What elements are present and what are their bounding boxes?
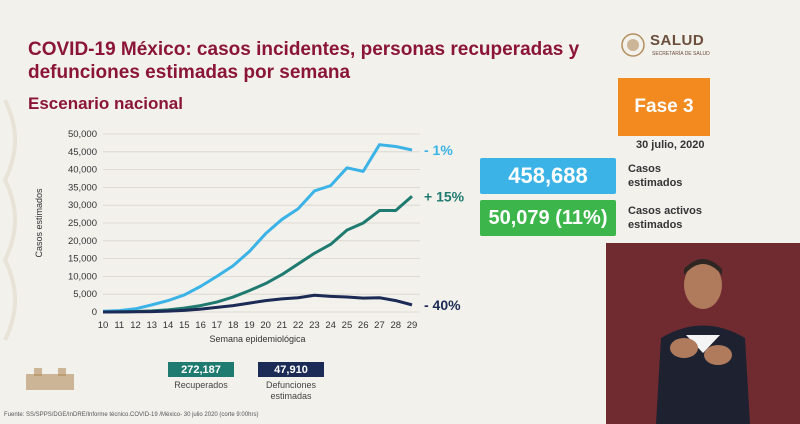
x-tick-label: 18 [228, 320, 239, 331]
casos-estimados-value: 458,688 [480, 158, 616, 194]
y-tick-label: 50,000 [68, 129, 97, 140]
phase-badge: Fase 3 [618, 78, 710, 136]
x-tick-label: 26 [358, 320, 369, 331]
building-ornament-icon [26, 368, 74, 390]
source-note: Fuente: SS/SPPS/DGE/InDRE/Informe técnic… [4, 412, 259, 418]
y-tick-label: 25,000 [68, 218, 97, 229]
x-tick-label: 21 [277, 320, 288, 331]
x-tick-label: 25 [342, 320, 353, 331]
chart-grid [103, 133, 420, 313]
y-tick-label: 30,000 [68, 200, 97, 211]
y-axis-label: Casos estimados [34, 188, 44, 258]
background-ornament [2, 99, 17, 341]
salud-logo-text: SALUD [650, 32, 705, 49]
recuperados-label: Recuperados [174, 380, 228, 390]
x-tick-label: 13 [147, 320, 158, 331]
salud-seal-icon [621, 33, 645, 57]
casos-activos-value: 50,079 (11%) [480, 200, 616, 236]
activos-label-line1: Casos activos [628, 205, 702, 217]
casos-label-line1: Casos [628, 163, 662, 175]
casos-estimados-label: Casos estimados [628, 162, 682, 190]
y-tick-label: 5,000 [73, 289, 97, 300]
x-tick-label: 23 [309, 320, 320, 331]
y-tick-label: 35,000 [68, 182, 97, 193]
x-tick-label: 24 [325, 320, 336, 331]
chart-series [102, 143, 413, 314]
series-line-defunciones [102, 293, 413, 314]
y-tick-label: 40,000 [68, 165, 97, 176]
y-tick-label: 45,000 [68, 147, 97, 158]
x-tick-label: 14 [163, 320, 174, 331]
x-tick-label: 10 [98, 320, 109, 331]
x-tick-label: 29 [407, 320, 418, 331]
x-tick-label: 17 [212, 320, 223, 331]
casos-activos-label: Casos activos estimados [628, 204, 702, 232]
line-chart: 0 5,000 10,000 15,000 20,000 25,000 30,000 35,0… [34, 129, 465, 344]
report-date: 30 julio, 2020 [636, 139, 705, 151]
defunciones-label: Defunciones estimadas [250, 380, 332, 402]
chart-subtitle: Escenario nacional [28, 94, 183, 113]
x-axis-label: Semana epidemiológica [209, 334, 305, 344]
y-axis-ticks: 0 5,000 10,000 15,000 20,000 25,000 30,000 35,0… [68, 129, 97, 318]
recuperados-value: 272,187 [168, 362, 234, 377]
x-tick-label: 19 [244, 320, 255, 331]
annotation-casos: - 1% [424, 142, 453, 158]
x-tick-label: 16 [195, 320, 206, 331]
x-tick-label: 11 [114, 320, 124, 331]
defunciones-label-line1: Defunciones [265, 380, 317, 390]
casos-label-line2: estimados [628, 177, 683, 189]
annotation-recuperados: + 15% [424, 188, 465, 204]
salud-logo-subtext: SECRETARÍA DE SALUD [652, 51, 710, 57]
y-tick-label: 10,000 [68, 271, 97, 282]
series-line-casos [102, 143, 413, 313]
interpreter-video [606, 243, 800, 424]
interpreter-figure [606, 243, 800, 424]
x-tick-label: 20 [260, 320, 271, 331]
series-annotations: - 1% + 15% - 40% [424, 142, 465, 313]
x-tick-label: 22 [293, 320, 304, 331]
activos-label-line2: estimados [628, 219, 683, 231]
series-line-recuperados [102, 195, 413, 314]
x-axis-ticks: 10 11 12 13 14 15 16 17 18 19 20 21 22 23 24 25 26 27 28 29 [98, 320, 418, 331]
x-tick-label: 27 [374, 320, 385, 331]
x-tick-label: 12 [130, 320, 141, 331]
defunciones-label-line2: estimadas [270, 391, 312, 401]
defunciones-value: 47,910 [258, 362, 324, 377]
chart-title: COVID-19 México: casos incidentes, perso… [28, 39, 580, 83]
annotation-defunciones: - 40% [424, 297, 461, 313]
x-tick-label: 28 [390, 320, 401, 331]
y-tick-label: 20,000 [68, 236, 97, 247]
y-tick-label: 0 [92, 307, 97, 318]
y-tick-label: 15,000 [68, 254, 97, 265]
x-tick-label: 15 [179, 320, 190, 331]
